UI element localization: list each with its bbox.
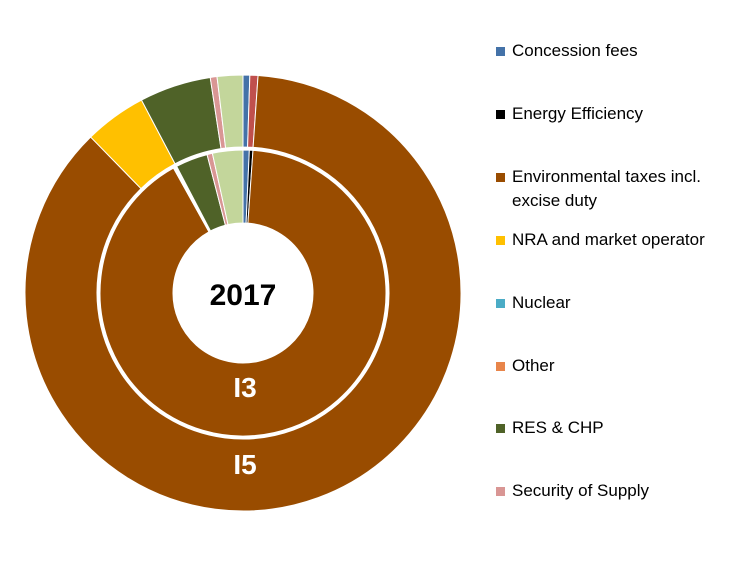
legend-swatch [496,173,505,182]
legend-item-environmental-taxes[interactable]: Environmental taxes incl. excise duty [496,165,736,213]
legend-swatch [496,362,505,371]
donut-slice-i5-3 [24,74,462,512]
legend-item-res-chp[interactable]: RES & CHP [496,416,746,440]
donut-slice-i3-2 [99,149,387,437]
legend-label: Other [512,356,555,375]
legend-label: RES & CHP [512,418,604,437]
legend-item-nuclear[interactable]: Nuclear [496,291,746,315]
legend-item-security-of-supply[interactable]: Security of Supply [496,479,746,503]
legend-item-concession-fees[interactable]: Concession fees [496,39,746,63]
donut-slice-i3-8 [211,149,244,226]
legend-item-other[interactable]: Other [496,354,746,378]
ring-label-outer: I5 [233,449,256,480]
legend-label: Environmental taxes incl. excise duty [512,167,701,210]
legend-swatch [496,487,505,496]
legend-item-nra[interactable]: NRA and market operator [496,228,746,252]
legend-item-energy-efficiency[interactable]: Energy Efficiency [496,102,746,126]
legend-label: Nuclear [512,293,571,312]
legend-swatch [496,236,505,245]
legend-swatch [496,299,505,308]
donut-slice-i5-9 [216,74,244,149]
legend-label: NRA and market operator [512,230,705,249]
ring-label-inner: I3 [233,372,256,403]
legend-swatch [496,47,505,56]
center-year-label: 2017 [210,279,277,312]
legend-swatch [496,110,505,119]
legend-label: Concession fees [512,41,638,60]
legend-swatch [496,424,505,433]
legend-label: Security of Supply [512,481,650,500]
legend-label: Energy Efficiency [512,104,644,123]
